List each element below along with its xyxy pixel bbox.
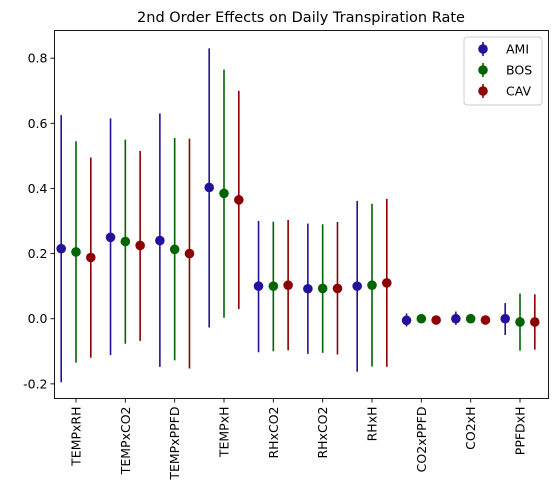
point-cav [431, 315, 441, 325]
x-tick-label: TEMPxCO2 [118, 407, 133, 476]
point-cav [480, 315, 491, 325]
point-cav [530, 317, 540, 327]
point-bos [169, 244, 180, 255]
point-cav [184, 248, 195, 259]
point-ami [451, 313, 461, 324]
plot-area: -0.2 0.0 0.2 0.4 0.6 0.8 TEMPxRH TEMPxCO2 TEMPxP… [23, 48, 540, 481]
x-tick-label: RHxCO2 [266, 407, 281, 459]
y-tick-label: 0.6 [28, 116, 48, 131]
point-ami [155, 235, 165, 246]
legend-marker [478, 65, 488, 75]
point-cav [283, 280, 293, 290]
chart-title: 2nd Order Effects on Daily Transpiration… [137, 10, 465, 26]
legend-label: BOS [506, 63, 532, 78]
point-ami [303, 283, 313, 294]
point-bos [317, 283, 328, 294]
y-tick-label: 0.4 [28, 181, 48, 196]
point-cav [234, 195, 244, 205]
point-ami [401, 315, 412, 326]
point-bos [71, 247, 81, 257]
legend-label: AMI [506, 42, 529, 57]
y-tick-label: 0.0 [28, 311, 48, 326]
legend-marker [478, 44, 488, 54]
x-tick-label: CO2xH [463, 406, 478, 449]
x-tick-label: TEMPxPPFD [167, 407, 182, 481]
point-bos [367, 280, 377, 290]
point-bos [268, 281, 279, 291]
x-tick-label: TEMPxH [217, 407, 232, 459]
point-ami [352, 281, 363, 291]
x-tick-label: PPFDxH [513, 407, 528, 456]
point-cav [382, 278, 392, 288]
point-cav [86, 252, 96, 263]
y-tick-label: -0.2 [23, 376, 47, 391]
y-tick-label: 0.8 [28, 51, 48, 66]
point-cav [332, 283, 343, 294]
point-bos [416, 313, 427, 324]
legend-label: CAV [506, 84, 531, 99]
point-ami [105, 232, 116, 243]
point-ami [204, 182, 214, 193]
point-ami [253, 281, 264, 291]
x-tick-label: TEMPxRH [69, 407, 84, 467]
point-ami [56, 243, 66, 254]
point-bos [515, 317, 525, 327]
legend: AMI BOS CAV [463, 36, 543, 106]
legend-marker [478, 86, 488, 96]
axes-frame [54, 30, 549, 399]
point-ami [500, 313, 511, 324]
x-tick-label: RHxCO2 [315, 407, 330, 459]
y-tick-label: 0.2 [28, 246, 48, 261]
x-tick-label: RHxH [365, 407, 380, 442]
point-bos [219, 188, 229, 199]
point-bos [465, 313, 476, 324]
point-cav [135, 240, 145, 251]
point-bos [120, 236, 131, 247]
x-tick-label: CO2xPPFD [414, 407, 429, 473]
